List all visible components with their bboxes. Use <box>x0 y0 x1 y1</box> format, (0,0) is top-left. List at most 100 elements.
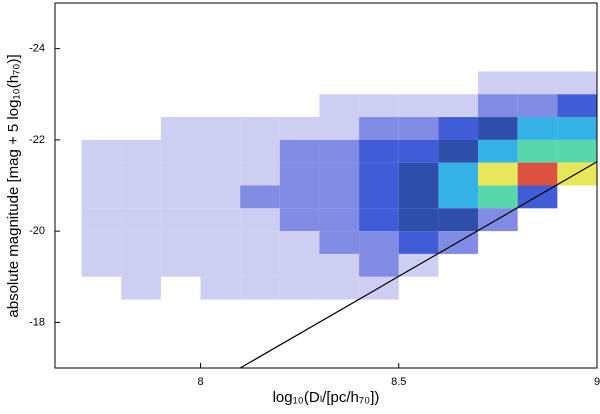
density-cell <box>398 231 439 254</box>
density-cell <box>240 253 280 277</box>
density-cell <box>438 139 479 163</box>
density-cell <box>398 94 439 118</box>
density-cell <box>359 185 399 209</box>
density-cell <box>240 117 280 140</box>
density-cell <box>121 208 161 232</box>
density-cell <box>240 231 280 254</box>
density-cell <box>557 117 597 140</box>
density-cell <box>279 185 320 209</box>
density-cell <box>240 208 280 232</box>
density-cell <box>81 208 122 232</box>
density-cell <box>517 185 558 209</box>
density-cell <box>160 117 201 140</box>
density-cell <box>398 208 439 232</box>
density-cell <box>359 117 399 140</box>
density-cell <box>359 139 399 163</box>
x-tick-label: 8.5 <box>391 376 406 388</box>
density-cell <box>240 185 280 209</box>
y-tick-label: -24 <box>29 43 45 55</box>
density-cell <box>200 162 241 186</box>
density-cell <box>121 185 161 209</box>
y-tick-label: -22 <box>29 134 45 146</box>
density-cell <box>279 117 320 140</box>
density-cell <box>121 139 161 163</box>
density-cell <box>517 162 558 186</box>
density-cell <box>200 253 241 277</box>
density-cell <box>359 94 399 118</box>
density-cell <box>240 139 280 163</box>
density-cell <box>438 117 479 140</box>
density-cell <box>279 276 320 300</box>
density-cell <box>81 162 122 186</box>
density-cell <box>121 253 161 277</box>
density-cell <box>478 117 518 140</box>
density-cell <box>279 253 320 277</box>
limit-line <box>239 161 598 369</box>
density-cell <box>359 162 399 186</box>
density-cell <box>319 185 360 209</box>
density-cell <box>160 139 201 163</box>
density-cell <box>557 139 597 163</box>
density-cell <box>438 185 479 209</box>
density-cell <box>81 253 122 277</box>
density-cell <box>200 117 241 140</box>
density-cell <box>398 117 439 140</box>
density-cell <box>160 208 201 232</box>
density-cell <box>240 276 280 300</box>
density-cell <box>121 276 161 300</box>
density-cell <box>160 231 201 254</box>
density-cell <box>121 162 161 186</box>
density-cell <box>517 94 558 118</box>
density-cell <box>319 276 360 300</box>
density-cell <box>517 71 558 95</box>
density-cell <box>557 94 597 118</box>
density-cell <box>279 231 320 254</box>
density-cell <box>81 139 122 163</box>
density-cell <box>319 162 360 186</box>
density-cell <box>557 71 597 95</box>
density-cell <box>438 208 479 232</box>
density-cell <box>160 253 201 277</box>
density-cell <box>398 185 439 209</box>
density-cell <box>359 231 399 254</box>
density-cell <box>319 208 360 232</box>
y-axis-label: absolute magnitude [mag + 5 log₁₀(h₇₀)] <box>5 54 22 317</box>
density-cell <box>279 162 320 186</box>
density-cell <box>478 185 518 209</box>
x-axis-label: log₁₀(Dₗ/[pc/h₇₀]) <box>273 389 380 406</box>
density-cell <box>200 139 241 163</box>
density-cell <box>81 231 122 254</box>
density-cell <box>438 94 479 118</box>
density-cell <box>200 231 241 254</box>
density-cell <box>121 231 161 254</box>
density-cell <box>478 94 518 118</box>
density-cell <box>478 162 518 186</box>
density-cell <box>398 162 439 186</box>
density-cell <box>398 139 439 163</box>
density-cell <box>557 162 597 186</box>
density-cell <box>517 139 558 163</box>
plot-frame <box>54 2 598 369</box>
density-cell <box>319 117 360 140</box>
y-tick-label: -18 <box>29 316 45 328</box>
x-tick-label: 8 <box>197 376 203 388</box>
density-cell <box>240 162 280 186</box>
density-cell <box>478 71 518 95</box>
density-cell <box>478 139 518 163</box>
y-tick-label: -20 <box>29 225 45 237</box>
density-cell <box>81 185 122 209</box>
density-cell <box>160 162 201 186</box>
density-cell <box>160 185 201 209</box>
density-cell <box>200 208 241 232</box>
density-cell <box>438 162 479 186</box>
density-cell <box>319 231 360 254</box>
density-cell <box>200 185 241 209</box>
density-cell <box>319 139 360 163</box>
density-cell <box>279 139 320 163</box>
density-cell <box>359 253 399 277</box>
density-cell <box>319 253 360 277</box>
density-cell <box>359 208 399 232</box>
density-cell <box>279 208 320 232</box>
density-cell <box>517 117 558 140</box>
